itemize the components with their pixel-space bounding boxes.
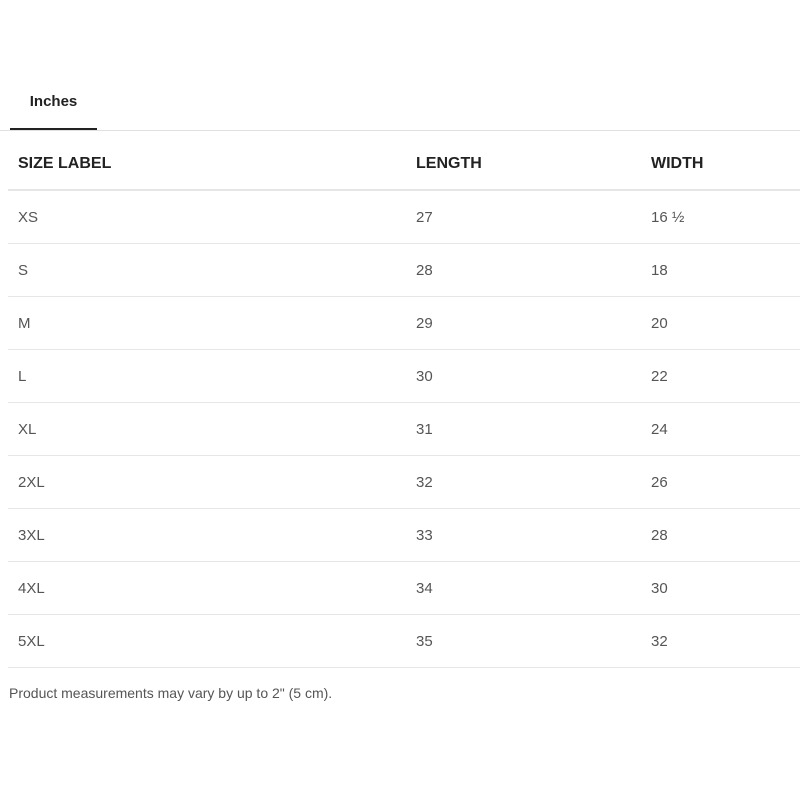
cell-width: 32 [651, 614, 800, 668]
cell-size: XS [8, 190, 416, 244]
cell-width: 20 [651, 296, 800, 350]
cell-length: 35 [416, 614, 651, 668]
cell-size: L [8, 349, 416, 403]
table-row: XS 27 16 ½ [8, 190, 800, 244]
cell-length: 33 [416, 508, 651, 562]
cell-length: 34 [416, 561, 651, 615]
header-size-label: SIZE LABEL [8, 138, 416, 191]
table-header-row: SIZE LABEL LENGTH WIDTH [8, 138, 800, 191]
cell-size: 4XL [8, 561, 416, 615]
unit-tabs: Inches [0, 80, 800, 131]
cell-size: 3XL [8, 508, 416, 562]
table-row: XL 31 24 [8, 402, 800, 456]
table-row: 3XL 33 28 [8, 508, 800, 562]
cell-width: 24 [651, 402, 800, 456]
cell-length: 29 [416, 296, 651, 350]
cell-size: M [8, 296, 416, 350]
size-chart-table: SIZE LABEL LENGTH WIDTH XS 27 16 ½ S 28 18 M 29… [8, 138, 800, 668]
table-row: 4XL 34 30 [8, 561, 800, 615]
cell-width: 30 [651, 561, 800, 615]
cell-length: 31 [416, 402, 651, 456]
table-row: 2XL 32 26 [8, 455, 800, 509]
cell-width: 18 [651, 243, 800, 297]
cell-size: S [8, 243, 416, 297]
cell-length: 32 [416, 455, 651, 509]
tab-inches[interactable]: Inches [10, 80, 97, 130]
table-row: L 30 22 [8, 349, 800, 403]
cell-width: 26 [651, 455, 800, 509]
cell-size: 2XL [8, 455, 416, 509]
header-width: WIDTH [651, 138, 800, 191]
cell-width: 16 ½ [651, 190, 800, 244]
cell-width: 22 [651, 349, 800, 403]
measurement-note: Product measurements may vary by up to 2… [9, 685, 333, 701]
header-length: LENGTH [416, 138, 651, 191]
cell-length: 27 [416, 190, 651, 244]
table-row: S 28 18 [8, 243, 800, 297]
cell-size: 5XL [8, 614, 416, 668]
table-row: M 29 20 [8, 296, 800, 350]
table-row: 5XL 35 32 [8, 614, 800, 668]
cell-length: 28 [416, 243, 651, 297]
cell-width: 28 [651, 508, 800, 562]
cell-length: 30 [416, 349, 651, 403]
cell-size: XL [8, 402, 416, 456]
